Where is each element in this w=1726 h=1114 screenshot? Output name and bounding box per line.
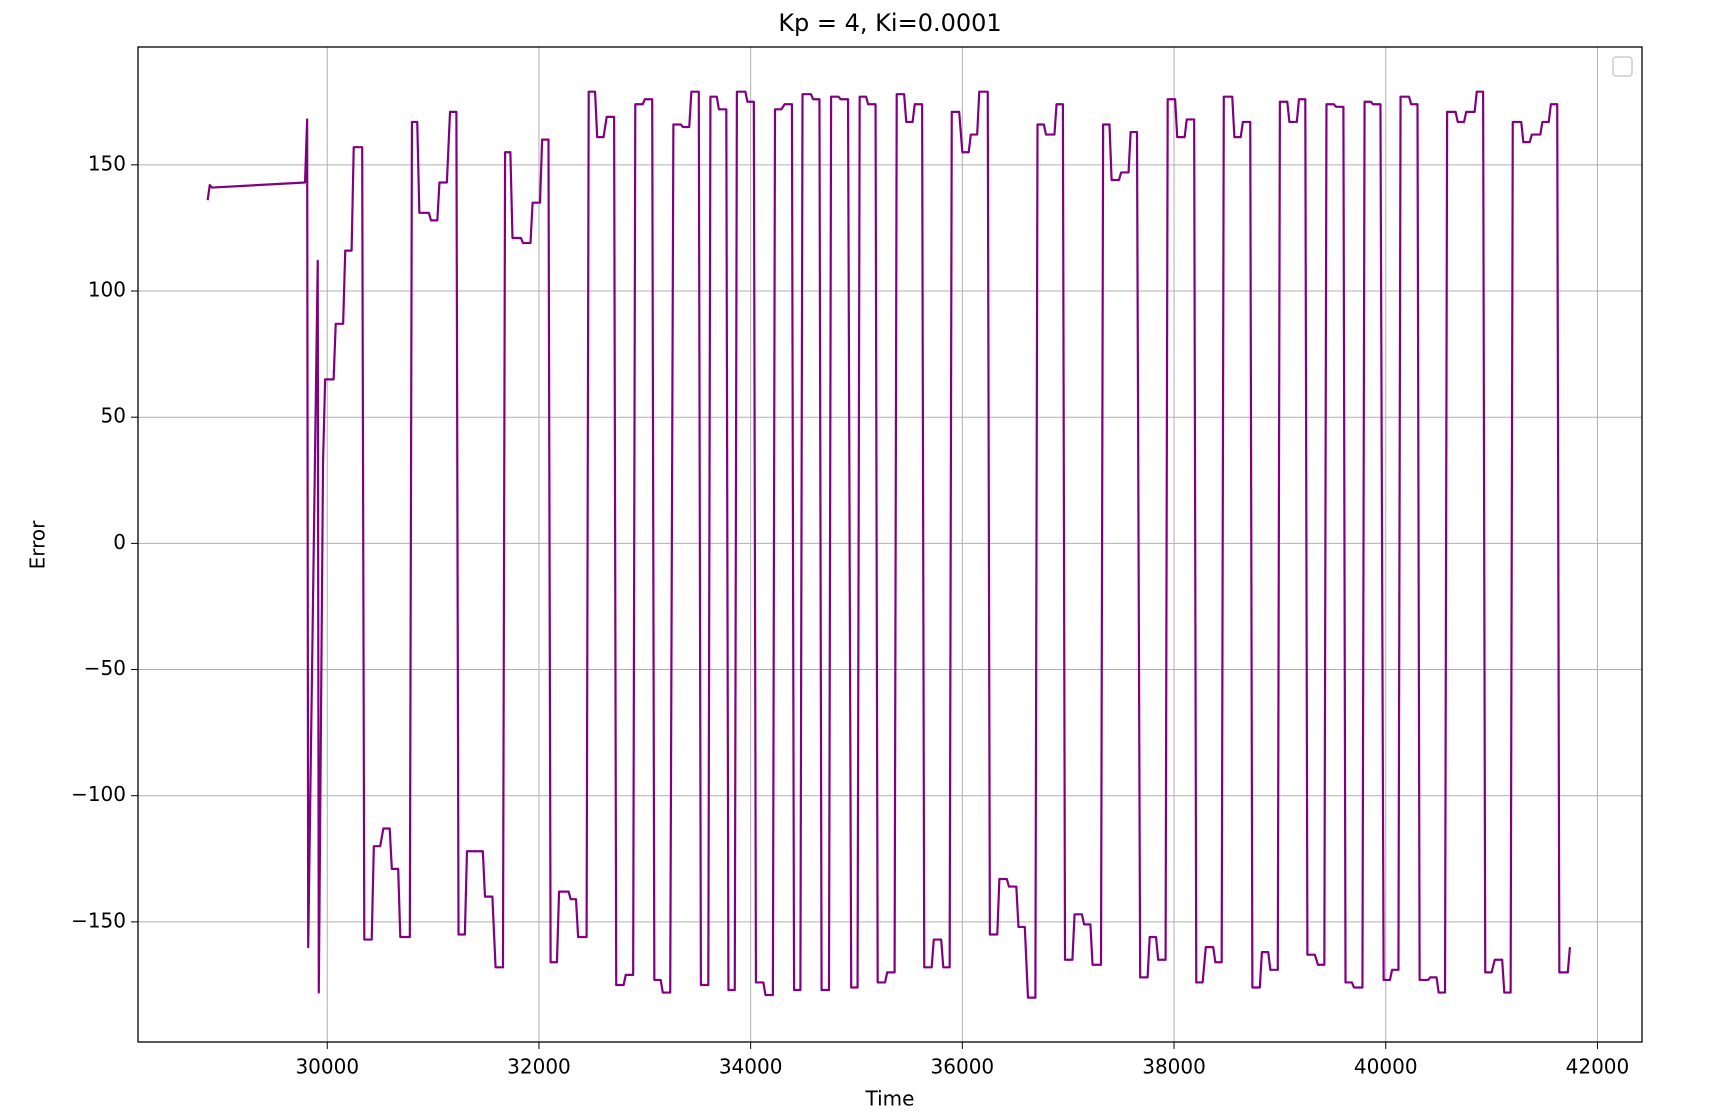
x-tick-label: 38000	[1142, 1055, 1206, 1079]
x-tick-label: 40000	[1354, 1055, 1418, 1079]
plot	[206, 90, 1572, 999]
chart-title: Kp = 4, Ki=0.0001	[778, 9, 1001, 37]
x-tick-label: 30000	[295, 1055, 359, 1079]
grid	[131, 47, 1642, 1049]
y-tick-label: 150	[88, 151, 126, 175]
x-tick-label: 34000	[719, 1055, 783, 1079]
y-tick-label: 100	[88, 278, 126, 302]
y-tick-label: −50	[84, 656, 126, 680]
data-line	[206, 90, 1572, 999]
x-tick-label: 36000	[931, 1055, 995, 1079]
y-tick-label: −100	[71, 782, 126, 806]
y-tick-label: 0	[113, 530, 126, 554]
x-axis-label: Time	[865, 1087, 915, 1111]
x-tick-label: 42000	[1566, 1055, 1630, 1079]
x-tick-label: 32000	[507, 1055, 571, 1079]
y-tick-label: 50	[101, 404, 126, 428]
y-axis-label: Error	[26, 520, 50, 570]
plot-frame	[137, 46, 1643, 1043]
y-tick-label: −150	[71, 908, 126, 932]
legend-box	[1612, 56, 1633, 77]
